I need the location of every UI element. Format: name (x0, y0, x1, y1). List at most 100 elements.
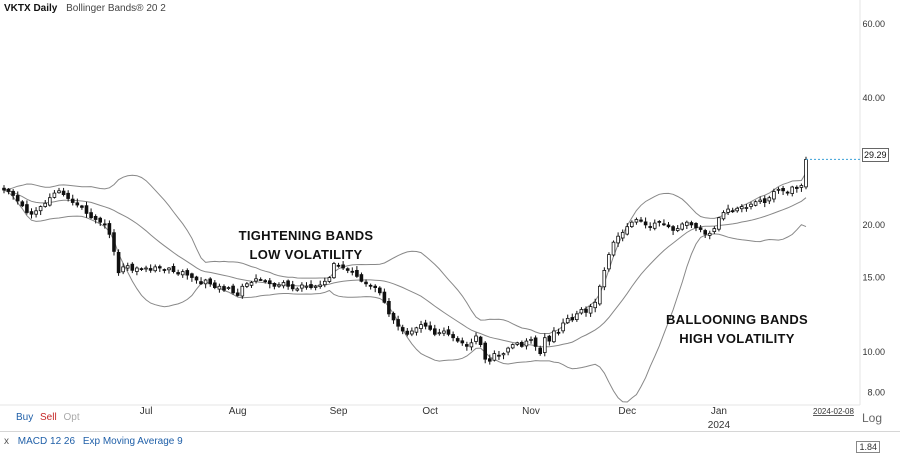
candle (497, 350, 501, 360)
candle-body (93, 215, 98, 220)
log-scale-toggle[interactable]: Log (861, 411, 882, 425)
candle (790, 185, 794, 197)
close-icon[interactable]: x (4, 436, 9, 447)
x-tick-label: Nov (522, 406, 540, 417)
candle-body (753, 201, 758, 206)
candle (190, 272, 194, 282)
candle (212, 280, 217, 290)
buy-button[interactable]: Buy (16, 412, 34, 423)
candle (533, 335, 538, 351)
candle (552, 327, 556, 344)
candle (785, 190, 790, 196)
candle (483, 341, 487, 364)
candle (263, 278, 267, 284)
candle (373, 284, 377, 293)
candle (492, 350, 497, 362)
price-axis: 8.00 10.00 15.00 20.00 40.00 60.00 (806, 19, 885, 398)
candle-body (180, 271, 185, 276)
candle-body (524, 340, 529, 347)
candle (543, 333, 547, 357)
candle (364, 279, 368, 287)
annotation-tightening-line2: LOW VOLATILITY (249, 247, 363, 262)
candle-body (185, 270, 190, 276)
candle-body (428, 325, 432, 330)
candle (634, 217, 639, 225)
candle-body (630, 221, 634, 227)
candle-body (6, 188, 11, 192)
candle (332, 261, 336, 279)
candle-body (497, 354, 501, 357)
candle-body (245, 283, 249, 287)
candle (666, 222, 671, 229)
candle-body (11, 190, 15, 196)
candle-body (203, 279, 208, 285)
y-tick-label: 10.00 (862, 347, 885, 357)
candle (144, 265, 148, 273)
candle (185, 268, 190, 280)
candle (125, 262, 130, 271)
candle-body (662, 223, 666, 226)
trade-buttons: Buy Sell Opt (16, 412, 80, 423)
candle-body (533, 337, 538, 347)
candle (772, 188, 776, 203)
candle (148, 264, 153, 273)
candle-body (25, 204, 29, 213)
macd-panel-header: x MACD 12 26 Exp Moving Average 9 1.84 (0, 431, 900, 453)
candle (231, 283, 235, 295)
candle-body (767, 197, 772, 202)
candle-body (487, 358, 492, 362)
candle-body (556, 331, 561, 334)
candle-body (474, 335, 478, 342)
candle-body (153, 266, 158, 272)
macd-signal-label[interactable]: Exp Moving Average 9 (82, 436, 183, 447)
candle (487, 354, 492, 365)
candle-body (639, 219, 643, 222)
candle (538, 345, 542, 356)
options-button[interactable]: Opt (63, 412, 80, 423)
candle-body (625, 226, 629, 235)
candle (469, 338, 474, 351)
candle (290, 280, 295, 292)
candle-body (112, 232, 116, 252)
candle-body (790, 186, 794, 194)
candle (501, 352, 506, 360)
candle (753, 200, 758, 207)
candle (703, 228, 707, 239)
candle (804, 156, 808, 190)
candle-body (712, 228, 717, 233)
candle-body (588, 306, 593, 314)
candle-body (80, 205, 84, 208)
candle-body (341, 264, 345, 269)
candle-body (391, 312, 396, 321)
candle (680, 222, 684, 231)
candle-body (478, 336, 483, 346)
candle (93, 214, 98, 224)
x-tick-label: 2024-02-08 (813, 407, 854, 416)
candle-body (171, 265, 176, 272)
y-tick-label: 20.00 (862, 220, 885, 230)
candle-body (176, 272, 180, 275)
candle-body (671, 226, 675, 231)
candle-body (70, 198, 75, 203)
candlesticks (2, 156, 808, 365)
sell-button[interactable]: Sell (40, 412, 57, 423)
candle (258, 277, 263, 281)
candle (767, 195, 772, 205)
candle-body (685, 221, 689, 226)
macd-label[interactable]: MACD 12 26 (17, 436, 76, 447)
candle (387, 298, 391, 317)
candle-body (130, 263, 135, 271)
candle-body (263, 280, 267, 283)
macd-value: 1.84 (856, 441, 880, 453)
indicator-label[interactable]: Bollinger Bands® 20 2 (66, 3, 166, 14)
candle (84, 201, 89, 218)
candle-body (680, 223, 684, 230)
annotation-tightening: TIGHTENING BANDS LOW VOLATILITY (236, 226, 376, 264)
candle (602, 267, 607, 291)
candle-body (740, 206, 744, 210)
candle (139, 267, 144, 271)
candle-body (84, 205, 89, 214)
candle-body (689, 222, 694, 226)
candle (515, 341, 520, 347)
